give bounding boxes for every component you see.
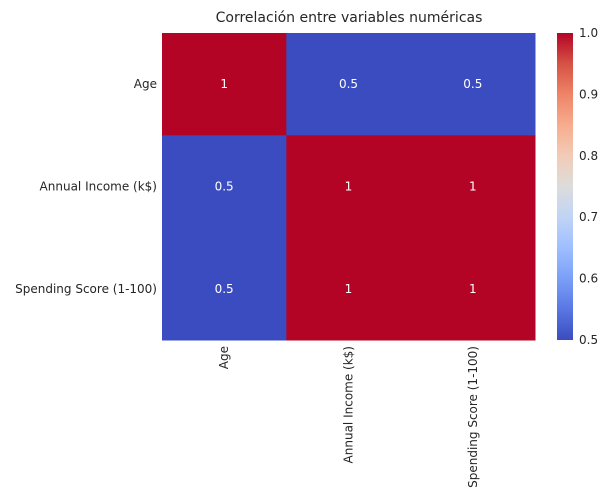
cell-value-label: 1 [345,282,353,296]
heatmap-cell-r2-c0 [162,237,287,341]
x-tick-label: Age [217,346,231,369]
heatmap-cell-labels: 1 0.5 0.5 0.5 1 1 0.5 1 1 [215,77,483,296]
heatmap-cell-r1-c1 [286,135,412,239]
colorbar [557,33,573,340]
heatmap-cell-r1-c0 [162,135,287,239]
cell-value-label: 0.5 [463,77,482,91]
y-tick-label: Age [134,77,157,91]
cell-value-label: 0.5 [215,282,234,296]
heatmap-cell-r2-c1 [286,237,412,341]
y-axis-tick-labels: Age Annual Income (k$) Spending Score (1-1… [15,77,157,296]
cell-value-label: 0.5 [215,180,234,194]
heatmap-cell-r0-c1 [286,33,412,136]
heatmap-cells [162,33,536,341]
heatmap-cell-r2-c2 [410,237,536,341]
colorbar-tick-label: 0.7 [579,210,598,224]
colorbar-tick-label: 0.8 [579,149,598,163]
heatmap-cell-r0-c0 [162,33,287,136]
colorbar-tick-label: 0.9 [579,87,598,101]
x-tick-label: Spending Score (1-100) [466,346,480,488]
heatmap-cell-r0-c2 [410,33,536,136]
cell-value-label: 1 [469,180,477,194]
cell-value-label: 0.5 [339,77,358,91]
colorbar-tick-label: 0.5 [579,333,598,347]
chart-title: Correlación entre variables numéricas [216,10,483,26]
cell-value-label: 1 [345,180,353,194]
colorbar-tick-label: 1.0 [579,26,598,40]
colorbar-tick-labels: 0.5 0.6 0.7 0.8 0.9 1.0 [579,26,598,347]
y-tick-label: Spending Score (1-100) [15,282,157,296]
x-tick-label: Annual Income (k$) [342,346,356,463]
cell-value-label: 1 [220,77,228,91]
heatmap-cell-r1-c2 [410,135,536,239]
y-tick-label: Annual Income (k$) [40,180,157,194]
colorbar-tick-label: 0.6 [579,272,598,286]
cell-value-label: 1 [469,282,477,296]
x-axis-tick-labels: Age Annual Income (k$) Spending Score (1-1… [217,346,480,488]
